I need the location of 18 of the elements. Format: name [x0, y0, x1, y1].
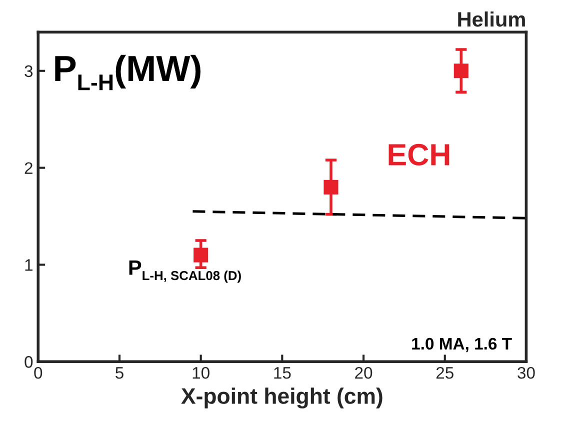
x-tick-label: 15 [274, 367, 291, 379]
x-axis-title: X-point height (cm) [181, 388, 382, 408]
point [324, 180, 338, 194]
x-tick-label: 30 [518, 366, 535, 379]
x-tick-label: 5 [116, 367, 124, 379]
y-tick-label: 3 [24, 65, 33, 78]
point [194, 248, 208, 262]
annotation: 1.0 MA, 1.6 T [412, 338, 512, 352]
y-tick-label: 1 [25, 259, 32, 271]
x-tick-label: 25 [436, 366, 454, 379]
y-tick-label: 0 [24, 356, 33, 368]
series-label: ECH [388, 144, 450, 166]
point [454, 64, 468, 78]
y-tick-label: 2 [24, 162, 32, 174]
x-tick-label: 20 [355, 366, 372, 379]
chart-title: Helium [458, 11, 525, 27]
x-tick-label: 10 [192, 366, 210, 379]
x-tick-label: 0 [34, 366, 42, 379]
